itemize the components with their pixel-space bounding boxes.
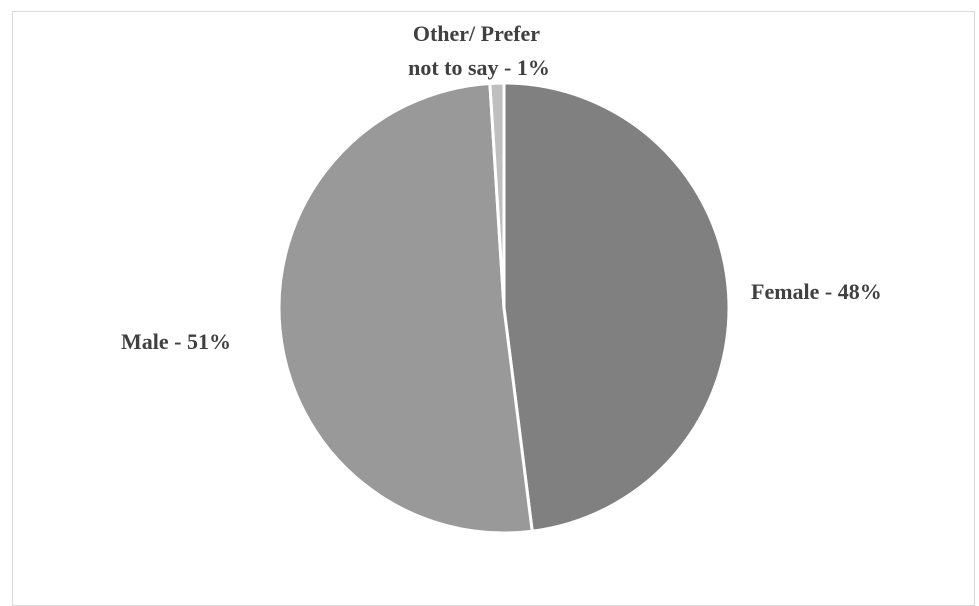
pie-slice-male (277, 81, 534, 535)
label-other-line-1: Other/ Prefer (413, 21, 540, 46)
label-other-line-2: not to say - 1% (408, 55, 550, 80)
pie-labels: Female - 48% Male - 51% Other/ Prefer no… (121, 21, 882, 354)
label-other: Other/ Prefer not to say - 1% (408, 21, 550, 80)
label-male: Male - 51% (121, 329, 231, 354)
pie-chart: Female - 48% Male - 51% Other/ Prefer no… (121, 21, 882, 535)
label-female: Female - 48% (751, 279, 882, 304)
pie-slices (277, 81, 731, 535)
pie-slice-other (488, 81, 506, 310)
pie-slice-female (502, 81, 731, 533)
